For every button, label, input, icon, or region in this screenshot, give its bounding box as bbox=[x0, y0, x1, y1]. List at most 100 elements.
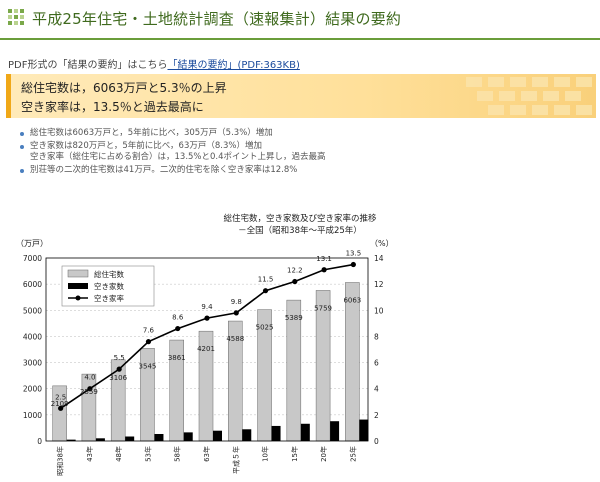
rate-data-label: 13.5 bbox=[346, 250, 362, 258]
plot-frame bbox=[45, 257, 369, 442]
total-data-label: 6063 bbox=[343, 296, 361, 304]
bar-vacant-houses bbox=[125, 436, 135, 441]
rate-data-label: 11.5 bbox=[258, 276, 274, 284]
rate-data-label: 2.5 bbox=[55, 393, 66, 401]
page-header: 平成25年住宅・土地統計調査（速報集計）結果の要約 bbox=[0, 0, 600, 40]
bar-vacant-houses bbox=[213, 430, 222, 441]
highlight-vacancy-rate: 空き家率は，13.5％と過去最高に bbox=[21, 100, 204, 114]
page-title: 平成25年住宅・土地統計調査（速報集計）結果の要約 bbox=[32, 10, 402, 28]
bar-total-housing bbox=[81, 373, 97, 442]
right-tick-label: 14 bbox=[374, 254, 384, 263]
rate-point bbox=[350, 261, 356, 268]
bar-total-housing bbox=[198, 330, 214, 442]
legend-frame bbox=[61, 265, 155, 307]
rate-point bbox=[233, 310, 239, 316]
bullet-vacant: 空き家数は820万戸と，5年前に比べ，63万戸（8.3%）増加 空き家率（総住宅… bbox=[20, 141, 590, 163]
legend-label-total: 総住宅数 bbox=[94, 269, 124, 279]
category-label: 63年 bbox=[202, 446, 211, 462]
rate-point bbox=[145, 339, 152, 345]
bar-total-housing bbox=[140, 348, 155, 442]
bar-total-housing bbox=[169, 339, 184, 442]
left-tick-label: 2000 bbox=[23, 385, 42, 394]
right-tick-label: 12 bbox=[374, 280, 384, 289]
category-label: 10年 bbox=[261, 446, 270, 462]
bar-vacant-houses bbox=[66, 439, 76, 441]
total-data-label: 3861 bbox=[168, 354, 186, 362]
right-tick-label: 6 bbox=[374, 359, 379, 368]
rate-data-label: 4.0 bbox=[84, 374, 95, 382]
right-tick-label: 4 bbox=[374, 385, 379, 394]
left-tick-label: 7000 bbox=[23, 254, 42, 263]
bar-vacant-houses bbox=[154, 433, 164, 441]
summary-bullets: 総住宅数は6063万戸と，5年前に比べ，305万戸（5.3%）増加 空き家数は8… bbox=[20, 128, 590, 178]
left-tick-label: 4000 bbox=[23, 332, 42, 341]
total-data-label: 3545 bbox=[139, 362, 157, 370]
chart-subtitle: －全国（昭和38年～平成25年） bbox=[238, 226, 362, 236]
bullet-second-homes: 別荘等の二次的住宅数は41万戸。二次的住宅を除く空き家率は12.8% bbox=[20, 165, 590, 176]
total-data-label: 4588 bbox=[226, 335, 244, 343]
rate-point bbox=[321, 267, 327, 273]
left-axis-unit: （万戸） bbox=[16, 239, 48, 248]
bar-vacant-houses bbox=[242, 429, 252, 441]
rate-point bbox=[175, 325, 181, 332]
left-tick-label: 1000 bbox=[23, 411, 42, 420]
total-data-label: 5759 bbox=[314, 304, 332, 312]
total-data-label: 5025 bbox=[256, 324, 274, 332]
right-tick-label: 10 bbox=[374, 306, 384, 315]
bar-total-housing bbox=[228, 320, 243, 442]
rate-point bbox=[262, 288, 269, 294]
left-tick-label: 5000 bbox=[23, 306, 42, 315]
rate-point bbox=[58, 405, 64, 411]
bullet-total: 総住宅数は6063万戸と，5年前に比べ，305万戸（5.3%）増加 bbox=[20, 128, 590, 139]
rate-data-label: 9.8 bbox=[231, 298, 242, 306]
total-data-label: 5389 bbox=[285, 314, 303, 322]
category-label: 平成５年 bbox=[231, 446, 240, 474]
category-label: 15年 bbox=[290, 446, 299, 462]
left-tick-label: 3000 bbox=[23, 359, 42, 368]
highlight-total-housing: 総住宅数は，6063万戸と5.3％の上昇 bbox=[21, 81, 227, 95]
left-tick-label: 0 bbox=[37, 437, 42, 446]
rate-point bbox=[204, 315, 210, 321]
rate-data-label: 13.1 bbox=[316, 255, 332, 263]
total-data-label: 3106 bbox=[109, 374, 127, 382]
legend-label-vacant: 空き家数 bbox=[94, 281, 124, 291]
bar-vacant-houses bbox=[359, 419, 369, 441]
highlight-box: 総住宅数は，6063万戸と5.3％の上昇 空き家率は，13.5％と過去最高に bbox=[6, 74, 596, 118]
pdf-summary-link[interactable]: 「結果の要約」(PDF:363KB) bbox=[167, 60, 300, 71]
category-label: 20年 bbox=[319, 446, 328, 462]
right-axis-unit: （%） bbox=[370, 239, 394, 248]
right-tick-label: 8 bbox=[374, 332, 379, 341]
bullet-vacant-rate: 空き家率（総住宅に占める割合）は，13.5%と0.4ポイント上昇し，過去最高 bbox=[30, 152, 326, 162]
bar-vacant-houses bbox=[95, 438, 105, 441]
rate-data-label: 8.6 bbox=[172, 314, 184, 322]
rate-point bbox=[292, 278, 298, 285]
category-label: 48年 bbox=[114, 446, 123, 462]
chart-title: 総住宅数，空き家数及び空き家率の推移 bbox=[223, 214, 377, 224]
header-logo-icon bbox=[8, 9, 24, 25]
highlight-pattern bbox=[466, 77, 592, 115]
bar-vacant-houses bbox=[330, 421, 340, 441]
rate-data-label: 9.4 bbox=[201, 303, 213, 311]
pdf-link-prefix: PDF形式の「結果の要約」はこちら bbox=[8, 60, 168, 71]
bar-total-housing bbox=[257, 309, 272, 442]
total-data-label: 4201 bbox=[197, 345, 215, 353]
bar-total-housing bbox=[286, 299, 302, 442]
rate-data-label: 7.6 bbox=[143, 327, 155, 335]
rate-data-label: 12.2 bbox=[287, 267, 303, 275]
rate-point bbox=[87, 386, 93, 392]
category-label: 58年 bbox=[173, 446, 182, 462]
bar-total-housing bbox=[315, 290, 331, 442]
right-tick-label: 2 bbox=[374, 411, 379, 420]
bar-total-housing bbox=[110, 359, 126, 442]
legend-marker-rate bbox=[75, 295, 81, 301]
legend-swatch-vacant bbox=[68, 283, 88, 289]
bar-vacant-houses bbox=[271, 425, 281, 441]
left-tick-label: 6000 bbox=[23, 280, 42, 289]
bar-vacant-houses bbox=[300, 423, 310, 441]
category-label: 25年 bbox=[348, 446, 357, 462]
bullet-vacant-count: 空き家数は820万戸と，5年前に比べ，63万戸（8.3%）増加 bbox=[30, 141, 262, 151]
legend-label-rate: 空き家率 bbox=[94, 293, 124, 303]
rate-data-label: 5.5 bbox=[114, 354, 125, 362]
total-data-label: 2559 bbox=[80, 388, 98, 396]
